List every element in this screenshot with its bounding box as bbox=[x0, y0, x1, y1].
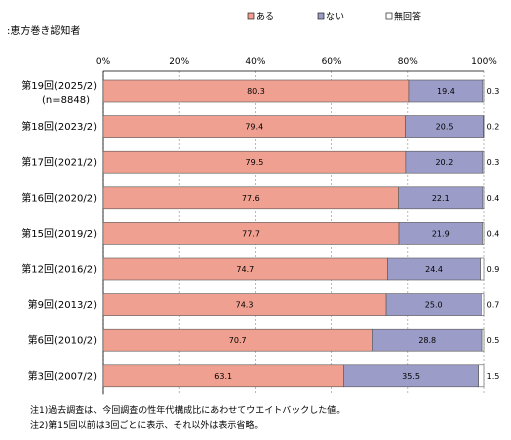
value-label-2-4: 0.4 bbox=[487, 229, 500, 238]
bar-2-2 bbox=[482, 150, 485, 174]
value-label-2-6: 0.7 bbox=[487, 301, 500, 310]
bar-2-7 bbox=[481, 328, 485, 352]
category-label-4: 第15回(2019/2) bbox=[21, 227, 97, 240]
bar-2-3 bbox=[482, 186, 485, 210]
x-tick-label-2: 40% bbox=[245, 57, 265, 67]
value-label-1-4: 21.9 bbox=[432, 229, 450, 238]
chart-subtitle: :恵方巻き認知者 bbox=[7, 26, 81, 37]
bar-2-0 bbox=[482, 79, 485, 103]
legend-swatch-0 bbox=[247, 12, 255, 20]
value-label-2-3: 0.4 bbox=[487, 194, 500, 203]
value-label-1-3: 22.1 bbox=[432, 194, 450, 203]
bar-2-6 bbox=[481, 293, 485, 316]
note-2: 注2)第15回以前は3回ごとに表示、それ以外は表示省略。 bbox=[30, 421, 264, 431]
chart-notes: 注1)過去調査は、今回調査の性年代構成比にあわせてウエイトバックした値。 注2)… bbox=[30, 404, 345, 434]
value-label-0-2: 79.5 bbox=[246, 158, 264, 167]
value-label-2-5: 0.9 bbox=[487, 265, 500, 274]
legend-swatch-1 bbox=[317, 12, 325, 20]
note-1: 注1)過去調査は、今回調査の性年代構成比にあわせてウエイトバックした値。 bbox=[30, 406, 346, 416]
bar-2-8 bbox=[478, 364, 485, 388]
category-label-6: 第9回(2013/2) bbox=[28, 298, 97, 311]
bar-2-1 bbox=[483, 115, 485, 138]
value-label-0-5: 74.7 bbox=[236, 265, 254, 274]
value-label-1-2: 20.2 bbox=[435, 158, 453, 167]
x-tick-label-1: 20% bbox=[169, 57, 189, 67]
value-label-1-8: 35.5 bbox=[402, 372, 420, 381]
category-label-0: 第19回(2025/2) bbox=[21, 79, 97, 92]
value-label-1-5: 24.4 bbox=[425, 265, 443, 274]
legend-swatch-2 bbox=[385, 12, 393, 20]
x-tick-label-5: 100% bbox=[471, 57, 497, 67]
value-label-0-8: 63.1 bbox=[214, 372, 232, 381]
x-tick-label-0: 0% bbox=[96, 57, 111, 67]
value-label-1-6: 25.0 bbox=[425, 301, 443, 310]
category-label-1: 第18回(2023/2) bbox=[21, 120, 97, 133]
value-label-0-0: 80.3 bbox=[247, 87, 265, 96]
value-label-0-1: 79.4 bbox=[245, 123, 263, 132]
value-label-2-1: 0.2 bbox=[487, 123, 500, 132]
value-label-0-4: 77.7 bbox=[242, 229, 260, 238]
legend-label-1: ない bbox=[326, 12, 344, 23]
bar-2-4 bbox=[482, 222, 485, 245]
category-label-5: 第12回(2016/2) bbox=[21, 263, 97, 276]
category-label-8: 第3回(2007/2) bbox=[28, 369, 97, 382]
value-label-0-7: 70.7 bbox=[229, 336, 247, 345]
value-label-2-7: 0.5 bbox=[487, 336, 500, 345]
stacked-bar-chart: ある ない 無回答 0% 20% 40% 60% 80% 100% 第19回(2025/2) (n=… bbox=[21, 11, 500, 395]
category-label-3: 第16回(2020/2) bbox=[21, 191, 97, 204]
value-label-0-3: 77.6 bbox=[242, 194, 260, 203]
x-tick-label-3: 60% bbox=[322, 57, 342, 67]
x-tick-label-4: 80% bbox=[398, 57, 418, 67]
value-label-0-6: 74.3 bbox=[236, 301, 254, 310]
value-label-1-1: 20.5 bbox=[436, 123, 454, 132]
value-label-2-2: 0.3 bbox=[487, 158, 500, 167]
value-label-2-0: 0.3 bbox=[487, 87, 500, 96]
category-label-7: 第6回(2010/2) bbox=[28, 334, 97, 347]
value-label-1-7: 28.8 bbox=[418, 336, 436, 345]
category-label-2: 第17回(2021/2) bbox=[21, 156, 97, 169]
legend-label-0: ある bbox=[256, 12, 274, 23]
category-sublabel-0: (n=8848) bbox=[42, 95, 90, 106]
value-label-2-8: 1.5 bbox=[487, 372, 500, 381]
bar-2-5 bbox=[480, 257, 485, 281]
value-label-1-0: 19.4 bbox=[437, 87, 455, 96]
legend-label-2: 無回答 bbox=[394, 11, 421, 23]
